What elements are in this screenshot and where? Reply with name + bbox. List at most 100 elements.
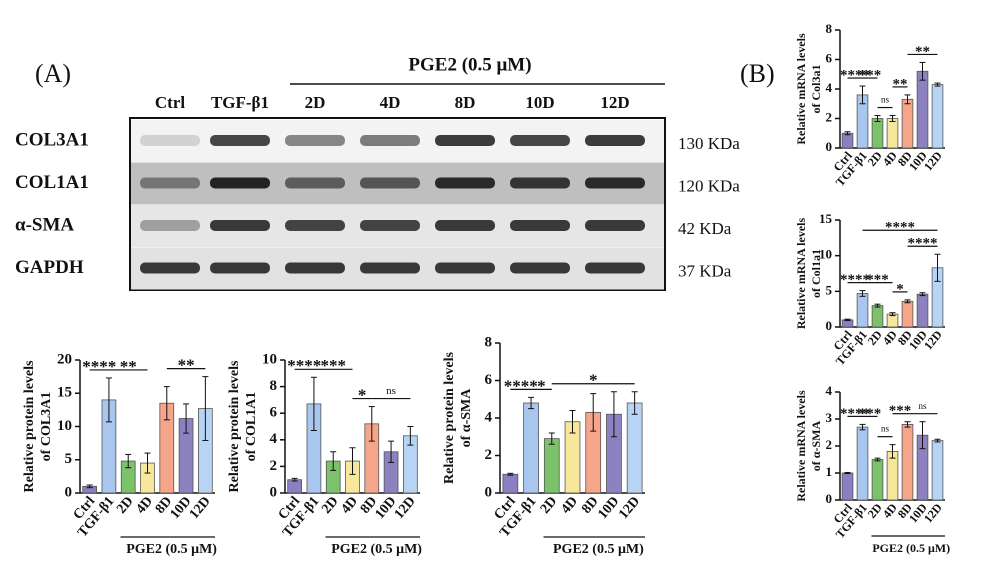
x-tick-label: 10D (595, 494, 622, 522)
x-tick-label: 12D (921, 327, 945, 352)
protein-label: COL1A1 (15, 172, 89, 193)
band (585, 177, 645, 189)
band (210, 177, 270, 189)
y-tick-label: 3 (826, 410, 833, 425)
lane-label: 8D (455, 93, 476, 112)
band (140, 177, 200, 189)
y-axis-label: Relative protein levels (227, 360, 242, 492)
bar (931, 84, 944, 149)
y-tick-label: 0 (270, 484, 278, 500)
x-tick-label: 2D (538, 494, 560, 517)
band (360, 177, 420, 189)
band (140, 262, 200, 274)
panel-label: (A) (35, 59, 71, 88)
significance-label: ** (915, 44, 930, 60)
significance-label: **** (840, 67, 870, 83)
y-tick-label: 2 (485, 447, 493, 463)
lane-label: 2D (305, 93, 326, 112)
band (510, 262, 570, 274)
y-tick-label: 1 (826, 464, 833, 479)
significance-label: ns (918, 401, 927, 411)
significance-label: *** (889, 403, 912, 419)
x-tick-label: 12D (392, 494, 419, 522)
bar (886, 450, 899, 501)
band (435, 262, 495, 274)
significance-label: **** (840, 272, 870, 288)
size-label: 130 KDa (678, 134, 740, 153)
y-tick-label: 0 (826, 318, 833, 333)
y-axis-label: Relative protein levels (22, 360, 37, 492)
x-tick-label: 12D (921, 500, 945, 525)
y-tick-label: 2 (826, 109, 833, 124)
y-tick-label: 8 (826, 21, 833, 36)
bar (543, 438, 560, 494)
lane-label: 4D (380, 93, 401, 112)
y-tick-label: 0 (826, 139, 833, 154)
bar (856, 426, 869, 501)
band (285, 177, 345, 189)
lane-label: TGF-β1 (211, 93, 269, 112)
significance-label: * (358, 385, 367, 404)
x-tick-label: 2D (114, 494, 136, 517)
band (435, 135, 495, 146)
band (360, 262, 420, 274)
significance-label: **** (287, 356, 321, 375)
y-axis-label: Relative protein levels (442, 351, 457, 483)
x-tick-label: 12D (921, 148, 945, 173)
bar (841, 472, 854, 501)
significance-label: ns (386, 385, 396, 397)
significance-label: ns (881, 424, 890, 434)
bar (626, 402, 643, 494)
bar (523, 402, 539, 494)
bar (287, 479, 302, 494)
bar (871, 118, 884, 149)
significance-label: * (896, 281, 904, 297)
y-tick-label: 6 (485, 372, 493, 388)
y-tick-label: 0 (826, 491, 833, 506)
bar (901, 98, 914, 149)
band (360, 135, 420, 146)
band (585, 135, 645, 146)
x-tick-label: 12D (187, 494, 214, 522)
y-tick-label: 2 (270, 458, 278, 474)
y-tick-label: 10 (57, 418, 72, 434)
significance-label: ns (881, 95, 890, 105)
bar (916, 70, 929, 149)
significance-label: **** (82, 357, 116, 376)
protein-label: COL3A1 (15, 129, 89, 150)
band (510, 135, 570, 146)
y-axis-label: of Col3a1 (809, 65, 823, 114)
y-tick-label: 5 (826, 282, 833, 297)
y-axis-label: of Col1a1 (809, 249, 823, 298)
size-label: 120 KDa (678, 176, 740, 195)
y-tick-label: 6 (826, 50, 833, 65)
significance-label: *** (320, 356, 346, 375)
y-tick-label: 10 (819, 247, 832, 262)
band (285, 135, 345, 146)
size-label: 37 KDa (678, 261, 732, 280)
x-tick-label: 4D (339, 494, 361, 517)
band (510, 220, 570, 231)
band (585, 262, 645, 274)
bar (871, 459, 884, 501)
significance-label: * (589, 371, 598, 390)
band (210, 135, 270, 146)
y-tick-label: 10 (262, 351, 277, 367)
group-label: PGE2 (0.5 μM) (126, 542, 217, 557)
band (285, 262, 345, 274)
bar (886, 118, 899, 149)
group-label: PGE2 (0.5 μM) (553, 542, 644, 557)
bar (841, 132, 854, 149)
bar (871, 305, 884, 328)
y-tick-label: 8 (485, 334, 493, 350)
y-axis-label: of COL3A1 (39, 392, 54, 462)
lane-label: 12D (600, 93, 629, 112)
y-tick-label: 4 (826, 383, 833, 398)
y-tick-label: 8 (270, 378, 278, 394)
y-axis-label: of COL1A1 (244, 392, 259, 462)
y-tick-label: 6 (270, 405, 278, 421)
significance-label: **** (840, 406, 870, 422)
band (435, 220, 495, 231)
band (360, 220, 420, 231)
group-label: PGE2 (0.5 μM) (331, 542, 422, 557)
